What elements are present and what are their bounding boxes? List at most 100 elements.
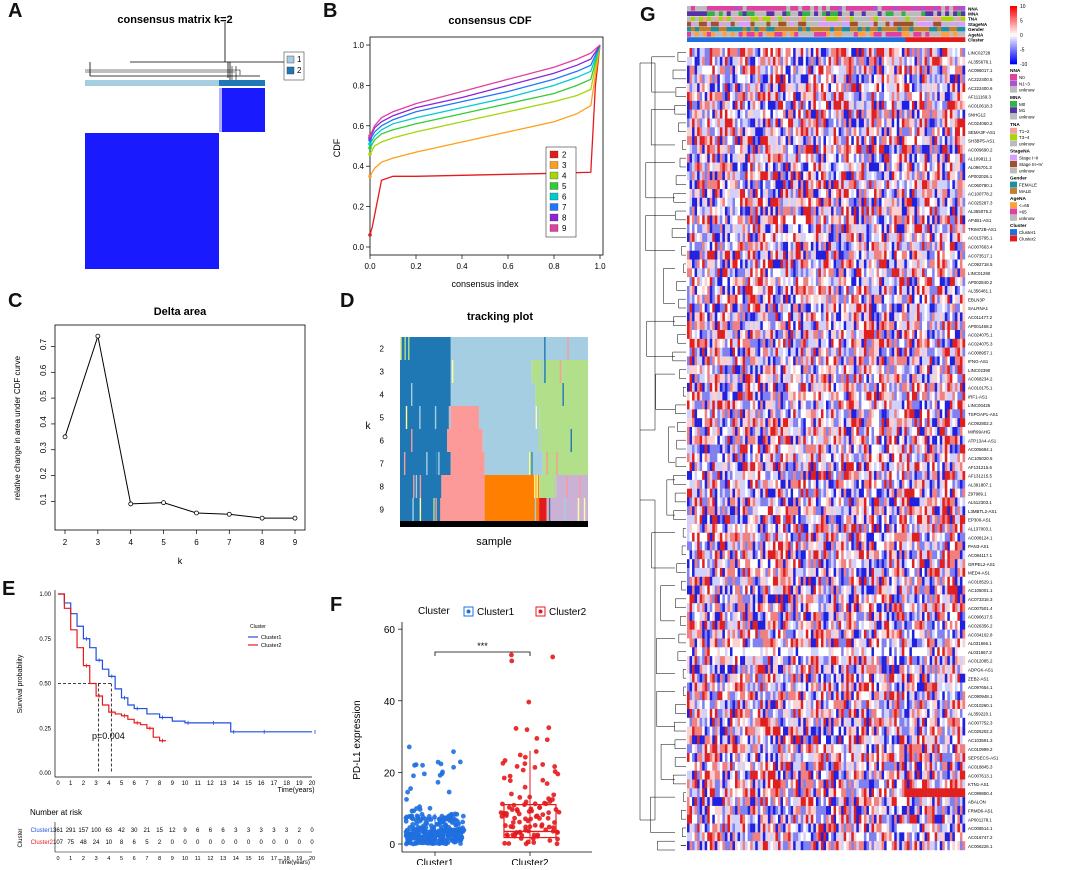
heatmap-cell xyxy=(846,260,849,269)
heatmap-cell xyxy=(808,189,811,198)
heatmap-cell xyxy=(778,110,781,119)
data-point-Cluster2 xyxy=(511,820,516,825)
data-point-Cluster1 xyxy=(455,819,460,824)
heatmap-cell xyxy=(808,242,811,251)
heatmap-cell xyxy=(755,48,758,57)
heatmap-cell xyxy=(839,180,842,189)
heatmap-cell xyxy=(955,145,958,154)
heatmap-cell xyxy=(793,286,796,295)
risk-axis-label: Cluster xyxy=(18,828,24,847)
heatmap-cell xyxy=(922,110,925,119)
x-axis-label: k xyxy=(178,556,183,566)
heatmap-cell xyxy=(705,119,708,128)
heatmap-cell xyxy=(798,251,801,260)
heatmap-cell xyxy=(727,57,730,66)
heatmap-cell xyxy=(950,92,953,101)
legend-swatch-7 xyxy=(550,204,558,211)
heatmap-cell xyxy=(727,83,730,92)
heatmap-cell xyxy=(745,242,748,251)
heatmap-cell xyxy=(892,189,895,198)
heatmap-cell xyxy=(823,339,826,348)
data-point-Cluster2 xyxy=(540,812,545,817)
heatmap-cell xyxy=(851,136,854,145)
heatmap-cell xyxy=(925,295,928,304)
cdf-line-k8 xyxy=(370,45,600,138)
heatmap-cell xyxy=(859,198,862,207)
heatmap-cell xyxy=(695,198,698,207)
heatmap-cell xyxy=(750,242,753,251)
heatmap-cell xyxy=(864,101,867,110)
heatmap-cell xyxy=(937,330,940,339)
annotation-cell-MNA xyxy=(735,11,739,16)
heatmap-cell xyxy=(859,83,862,92)
heatmap-cell xyxy=(884,304,887,313)
heatmap-cell xyxy=(700,224,703,233)
heatmap-cell xyxy=(945,110,948,119)
heatmap-cell xyxy=(750,268,753,277)
heatmap-cell xyxy=(899,215,902,224)
annotation-cell-NNA xyxy=(874,6,878,11)
heatmap-cell xyxy=(803,198,806,207)
legend-label-3: 3 xyxy=(562,161,567,170)
heatmap-cell xyxy=(743,304,746,313)
heatmap-cell xyxy=(798,233,801,242)
heatmap-cell xyxy=(826,339,829,348)
heatmap-cell xyxy=(844,145,847,154)
heatmap-cell xyxy=(788,268,791,277)
heatmap-cell xyxy=(717,233,720,242)
heatmap-cell xyxy=(952,321,955,330)
heatmap-cell xyxy=(866,215,869,224)
heatmap-cell xyxy=(821,163,824,172)
annotation-cell-NNA xyxy=(957,6,961,11)
heatmap-cell xyxy=(955,171,958,180)
heatmap-cell xyxy=(705,66,708,75)
heatmap-cell xyxy=(861,163,864,172)
heatmap-cell xyxy=(877,154,880,163)
heatmap-cell xyxy=(937,260,940,269)
heatmap-cell xyxy=(732,215,735,224)
heatmap-cell xyxy=(778,224,781,233)
heatmap-cell xyxy=(803,295,806,304)
heatmap-cell xyxy=(796,83,799,92)
annotation-cell-NNA xyxy=(882,6,886,11)
heatmap-cell xyxy=(846,330,849,339)
heatmap-cell xyxy=(753,260,756,269)
heatmap-cell xyxy=(811,215,814,224)
annotation-cell-StageNA xyxy=(735,22,739,27)
annotation-cell-StageNA xyxy=(739,22,743,27)
heatmap-cell xyxy=(788,66,791,75)
heatmap-cell xyxy=(806,304,809,313)
heatmap-cell xyxy=(887,110,890,119)
heatmap-cell xyxy=(864,268,867,277)
tracking-streak xyxy=(580,452,581,475)
heatmap-cell xyxy=(715,74,718,83)
heatmap-cell xyxy=(811,242,814,251)
heatmap-cell xyxy=(750,66,753,75)
heatmap-cell xyxy=(920,286,923,295)
heatmap-cell xyxy=(856,330,859,339)
heatmap-cell xyxy=(700,145,703,154)
heatmap-cell xyxy=(927,189,930,198)
heatmap-cell xyxy=(826,198,829,207)
heatmap-cell xyxy=(821,207,824,216)
annotation-cell-MNA xyxy=(794,11,798,16)
heatmap-cell xyxy=(740,83,743,92)
heatmap-cell xyxy=(844,83,847,92)
annotation-cell-Gender xyxy=(699,27,703,32)
heatmap-cell xyxy=(897,163,900,172)
heatmap-cell xyxy=(725,171,728,180)
heatmap-cell xyxy=(715,180,718,189)
heatmap-cell xyxy=(750,74,753,83)
heatmap-cell xyxy=(841,330,844,339)
heatmap-cell xyxy=(778,171,781,180)
heatmap-cell xyxy=(836,251,839,260)
heatmap-cell xyxy=(770,92,773,101)
heatmap-cell xyxy=(884,330,887,339)
heatmap-cell xyxy=(738,295,741,304)
tracking-streak xyxy=(445,498,446,521)
heatmap-cell xyxy=(775,321,778,330)
heatmap-cell xyxy=(950,171,953,180)
heatmap-cell xyxy=(846,74,849,83)
heatmap-cell xyxy=(935,136,938,145)
data-point-Cluster2 xyxy=(512,816,517,821)
